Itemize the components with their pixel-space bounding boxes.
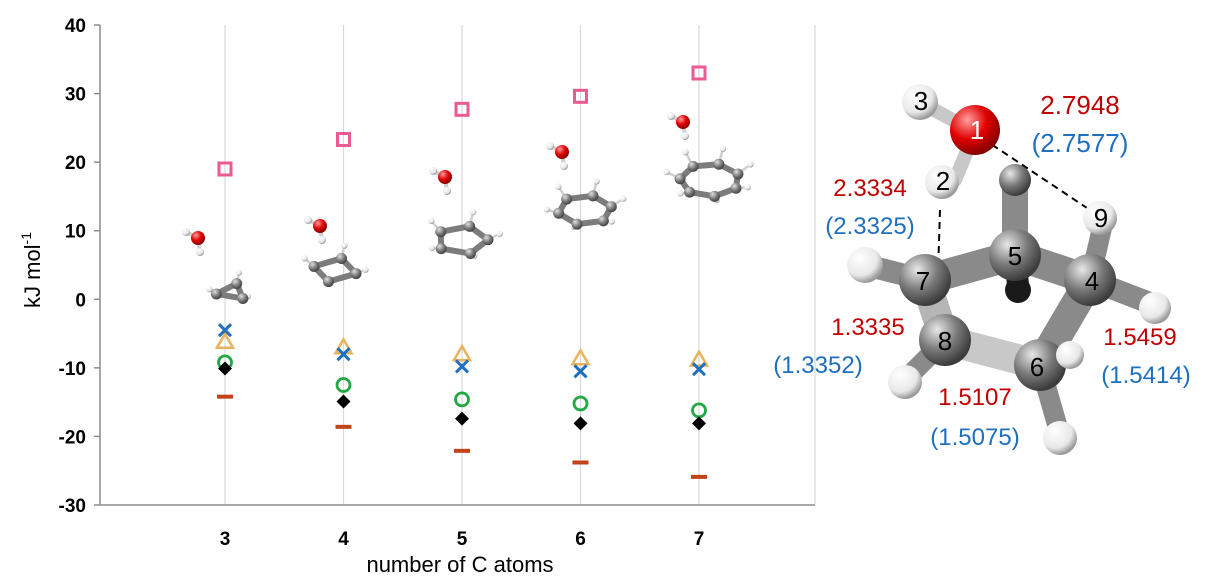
molecule-structure: 1 2 3 4 5 6 7 8 9 2.7948 (2.7577) 2.3334… — [773, 84, 1191, 455]
marker-open-square — [336, 132, 351, 148]
bond-4-6-value: 1.5459 — [1103, 324, 1176, 351]
bond-2-7-value: 2.3334 — [833, 175, 906, 202]
y-tick-label: 20 — [65, 153, 86, 174]
cluster-model-7c — [663, 112, 754, 204]
hydrogen-atom — [1056, 341, 1084, 369]
marker-cross — [573, 364, 588, 379]
atom-label-7: 7 — [916, 266, 930, 296]
y-axis-label: kJ mol-1 — [18, 232, 45, 308]
y-tick-label: -10 — [59, 359, 86, 380]
atom-3 — [902, 84, 938, 120]
atom-6 — [1014, 339, 1066, 391]
bond-7-8-value: 1.3335 — [831, 314, 904, 341]
bond-8-6-ref: (1.5075) — [930, 424, 1019, 451]
y-tick-label: -20 — [59, 427, 86, 448]
atom-7 — [899, 254, 951, 306]
marker-dash — [691, 474, 707, 479]
atom-1 — [950, 105, 1000, 155]
x-tick-label: 5 — [457, 529, 468, 550]
marker-diamond — [455, 411, 469, 426]
marker-open-square — [691, 65, 707, 81]
marker-open-circle — [335, 377, 352, 393]
marker-dash — [335, 424, 352, 429]
marker-diamond — [692, 416, 706, 431]
atom-label-1: 1 — [970, 115, 984, 145]
marker-diamond — [218, 361, 232, 376]
marker-dash — [454, 448, 470, 453]
marker-cross — [336, 347, 351, 362]
atom-label-4: 4 — [1085, 266, 1099, 296]
carbon-cap-atom — [999, 164, 1031, 196]
atom-9 — [1083, 201, 1117, 235]
molecule-atoms — [847, 84, 1171, 455]
atom-2 — [925, 165, 959, 199]
y-tick-label: 0 — [75, 290, 86, 311]
atom-label-9: 9 — [1094, 203, 1108, 233]
bond-1-9-ref: (2.7577) — [1032, 128, 1129, 158]
bond-1-9-value: 2.7948 — [1040, 90, 1120, 120]
marker-diamond — [336, 394, 351, 409]
atom-label-2: 2 — [936, 166, 950, 196]
cluster-model-6c — [543, 142, 627, 230]
x-tick-label: 6 — [575, 529, 586, 550]
atom-labels: 1 2 3 4 5 6 7 8 9 — [914, 86, 1108, 382]
tick-labels: 40 30 20 10 0 -10 -20 -30 3 4 5 6 7 — [59, 16, 705, 550]
bond-length-labels: 2.7948 (2.7577) 2.3334 (2.3325) 1.3335 (… — [773, 90, 1190, 451]
atom-5 — [989, 229, 1041, 281]
cluster-structure-images — [182, 112, 754, 304]
bond-4-6-ref: (1.5414) — [1101, 362, 1190, 389]
cluster-model-5c — [427, 167, 503, 260]
marker-diamond — [573, 416, 588, 431]
x-tick-label: 3 — [220, 529, 231, 550]
cluster-model-4c — [301, 216, 369, 288]
hydrogen-atom — [847, 247, 883, 283]
bond-8-6-value: 1.5107 — [938, 384, 1011, 411]
cluster-model-3c — [182, 228, 251, 304]
x-axis-label: number of C atoms — [366, 552, 553, 576]
marker-dash — [572, 460, 589, 465]
marker-open-triangle — [214, 331, 236, 350]
carbon-hidden-atom — [1005, 277, 1031, 303]
bond-7-8-ref: (1.3352) — [773, 352, 862, 379]
atom-label-8: 8 — [938, 326, 952, 356]
hydrogen-atom — [888, 365, 922, 399]
x-tick-label: 7 — [694, 529, 705, 550]
marker-open-square — [573, 88, 588, 104]
hydrogen-atom — [1043, 421, 1077, 455]
marker-open-triangle — [688, 349, 710, 367]
y-tick-label: 10 — [65, 222, 86, 243]
marker-open-square — [217, 161, 233, 177]
atom-8 — [919, 314, 971, 366]
hydrogen-atom — [1139, 292, 1171, 324]
chart-gridlines — [224, 25, 816, 505]
bond-2-7-ref: (2.3325) — [825, 213, 914, 240]
atom-4 — [1064, 254, 1116, 306]
chart-axes — [94, 24, 815, 506]
y-tick-label: 40 — [65, 16, 86, 37]
y-tick-label: -30 — [59, 496, 86, 517]
marker-dash — [217, 394, 233, 399]
energy-chart: 40 30 20 10 0 -10 -20 -30 3 4 5 6 7 number of C atom… — [18, 16, 816, 576]
data-markers — [214, 65, 710, 479]
hydrogen-bond-lines — [936, 137, 1091, 306]
marker-open-triangle — [451, 343, 473, 362]
marker-open-circle — [572, 395, 589, 412]
atom-label-5: 5 — [1008, 241, 1022, 271]
x-tick-label: 4 — [338, 529, 349, 550]
marker-cross — [217, 323, 233, 338]
marker-cross — [454, 359, 470, 374]
marker-open-triangle — [570, 347, 591, 366]
atom-label-3: 3 — [914, 86, 928, 116]
marker-open-square — [454, 101, 470, 117]
marker-cross — [691, 362, 707, 377]
marker-open-circle — [454, 391, 470, 408]
y-tick-label: 30 — [65, 85, 86, 106]
atom-label-6: 6 — [1030, 352, 1044, 382]
